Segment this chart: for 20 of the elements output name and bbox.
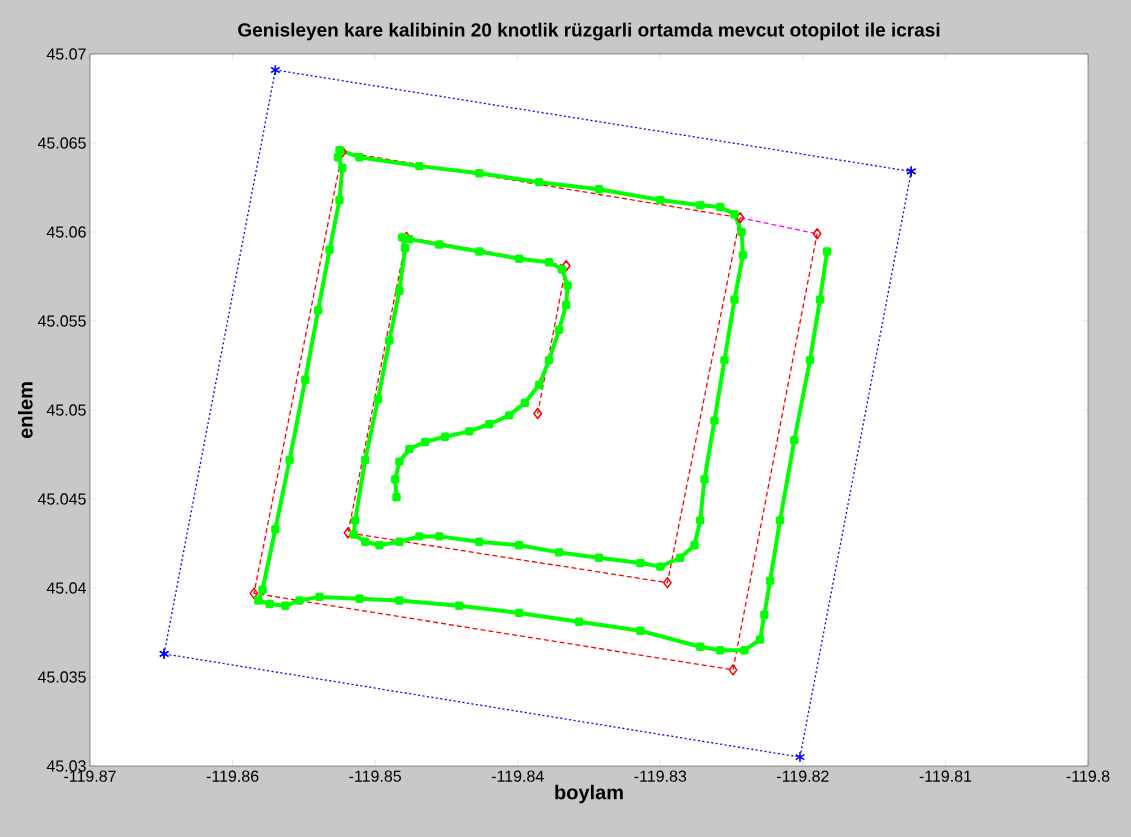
y-tick-label: 45.055 xyxy=(37,315,86,327)
y-axis-title: enlem xyxy=(17,382,33,439)
y-tick-label: 45.07 xyxy=(46,48,86,60)
chart-title: Genisleyen kare kalibinin 20 knotlik rüzgarli ortamda mevcut otopilot ile icrasi xyxy=(238,22,940,41)
x-tick-label: -119.82 xyxy=(777,770,829,782)
y-tick-label: 45.03 xyxy=(46,760,86,772)
y-tick-label: 45.065 xyxy=(37,137,86,149)
y-tick-label: 45.035 xyxy=(37,671,86,683)
y-tick-label: 45.06 xyxy=(46,226,86,238)
x-tick-label: -119.85 xyxy=(349,770,401,782)
x-tick-label: -119.83 xyxy=(634,770,687,782)
x-tick-label: -119.8 xyxy=(1066,770,1110,782)
y-tick-label: 45.04 xyxy=(46,582,86,594)
y-tick-label: 45.05 xyxy=(46,404,86,416)
x-tick-label: -119.86 xyxy=(206,770,259,782)
x-tick-label: -119.87 xyxy=(64,770,116,782)
x-tick-label: -119.81 xyxy=(919,770,972,782)
y-tick-label: 45.045 xyxy=(37,493,86,505)
x-axis-title: boylam xyxy=(555,784,623,804)
x-tick-label: -119.84 xyxy=(491,770,544,782)
